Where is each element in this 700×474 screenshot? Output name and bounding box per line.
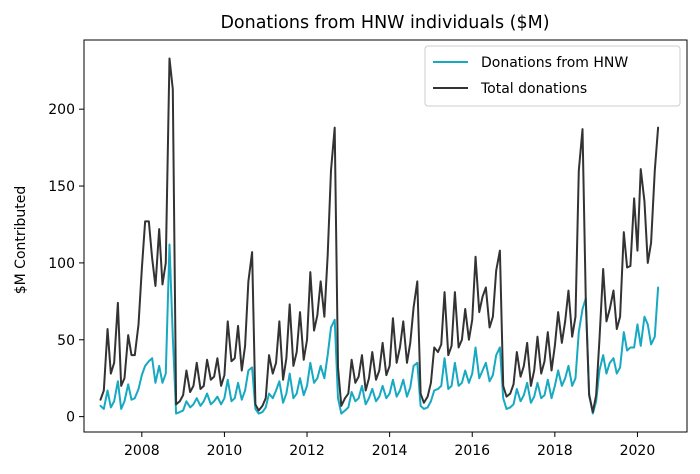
y-tick-label: 50 [57,333,75,349]
legend: Donations from HNW Total donations [424,45,681,107]
series-line-total-donations [99,57,660,414]
x-tick-label: 2008 [124,443,160,459]
x-tick-label: 2012 [289,443,325,459]
y-tick-label: 150 [48,179,75,195]
y-tick-label: 0 [66,410,75,426]
legend-label-donations-from-hnw: Donations from HNW [481,55,628,71]
y-tick-label: 200 [48,102,75,118]
series-line-donations-from-hnw [99,243,660,415]
y-axis-title: $M Contributed [13,186,29,295]
y-tick-label: 100 [48,256,75,272]
legend-label-total-donations: Total donations [480,81,587,97]
x-tick-label: 2020 [620,443,656,459]
x-tick-label: 2018 [537,443,573,459]
chart-title: Donations from HNW individuals ($M) [220,13,549,33]
legend-box [424,45,681,107]
axes: 2008 2010 2012 2014 2016 2018 2020 0 50 100 150 200 [48,102,655,459]
plot-frame [83,39,688,433]
plot-area [99,57,660,415]
x-tick-label: 2010 [207,443,243,459]
x-tick-label: 2016 [454,443,490,459]
x-tick-label: 2014 [372,443,408,459]
